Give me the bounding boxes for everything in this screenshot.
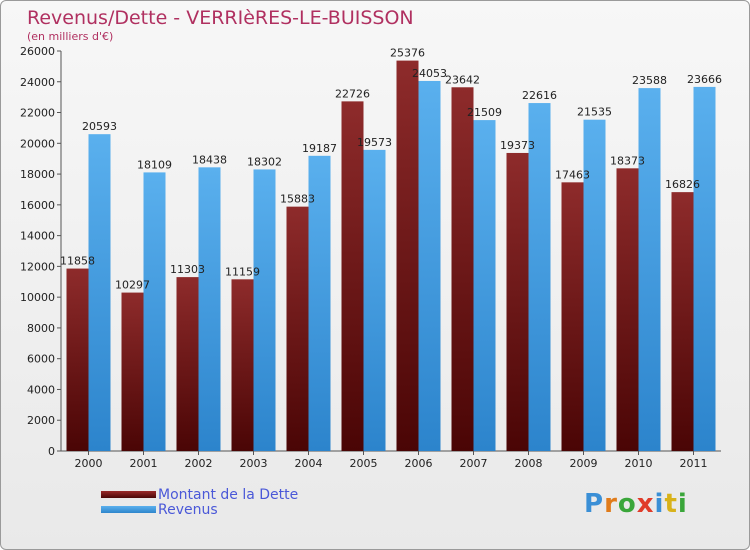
debt-value-label: 16826 xyxy=(665,178,700,191)
x-tick-label: 2005 xyxy=(350,457,378,470)
legend-label-debt: Montant de la Dette xyxy=(158,486,299,503)
y-tick-label: 0 xyxy=(48,445,55,458)
debt-bar xyxy=(66,268,89,451)
y-tick-label: 12000 xyxy=(20,260,55,273)
revenue-value-label: 18302 xyxy=(247,155,282,168)
debt-value-label: 25376 xyxy=(390,47,425,60)
x-tick-label: 2007 xyxy=(460,457,488,470)
debt-bar xyxy=(396,60,419,451)
chart-title: Revenus/Dette - VERRIèRES-LE-BUISSON xyxy=(27,7,414,29)
legend-item-revenue: Revenus xyxy=(101,501,298,518)
revenue-bar xyxy=(363,149,386,451)
x-tick-label: 2011 xyxy=(680,457,708,470)
revenue-value-label: 23588 xyxy=(632,74,667,87)
revenue-bar xyxy=(418,80,441,451)
legend-item-debt: Montant de la Dette xyxy=(101,486,299,503)
revenue-bar xyxy=(473,120,496,451)
revenue-value-label: 21535 xyxy=(577,106,612,119)
x-tick-label: 2000 xyxy=(75,457,103,470)
debt-value-label: 18373 xyxy=(610,154,645,167)
x-tick-label: 2004 xyxy=(295,457,323,470)
revenue-value-label: 22616 xyxy=(522,89,557,102)
logo-letter: i xyxy=(677,489,688,519)
logo-letter: x xyxy=(636,489,655,519)
revenue-value-label: 23666 xyxy=(687,73,722,86)
logo-letter: i xyxy=(654,489,665,519)
revenue-value-label: 24053 xyxy=(412,67,447,80)
revenue-bar xyxy=(198,167,221,452)
debt-bar xyxy=(451,87,474,452)
revenue-value-label: 18109 xyxy=(137,158,172,171)
debt-bar xyxy=(506,152,529,451)
revenue-value-label: 20593 xyxy=(82,120,117,133)
revenue-bar xyxy=(638,88,661,451)
legend-swatch-debt xyxy=(101,491,156,498)
revenue-bar xyxy=(693,86,716,452)
proxiti-logo: Proxiti xyxy=(584,489,688,519)
y-tick-label: 18000 xyxy=(20,168,55,181)
y-tick-label: 14000 xyxy=(20,230,55,243)
y-tick-label: 8000 xyxy=(27,322,55,335)
debt-bar xyxy=(176,277,199,451)
y-tick-label: 20000 xyxy=(20,137,55,150)
x-tick-label: 2009 xyxy=(570,457,598,470)
y-tick-label: 6000 xyxy=(27,353,55,366)
debt-value-label: 11159 xyxy=(225,265,260,278)
x-tick-label: 2003 xyxy=(240,457,268,470)
y-tick-label: 22000 xyxy=(20,107,55,120)
debt-bar xyxy=(671,192,694,451)
logo-letter: t xyxy=(664,489,678,519)
revenue-value-label: 19573 xyxy=(357,136,392,149)
x-tick-label: 2008 xyxy=(515,457,543,470)
revenue-bar xyxy=(253,169,276,451)
y-tick-label: 4000 xyxy=(27,383,55,396)
revenue-bar xyxy=(143,172,166,451)
debt-bar xyxy=(231,279,254,451)
revenue-bar xyxy=(88,134,111,451)
x-tick-label: 2006 xyxy=(405,457,433,470)
y-tick-label: 26000 xyxy=(20,45,55,58)
revenue-bar xyxy=(583,119,606,451)
y-tick-label: 24000 xyxy=(20,76,55,89)
debt-value-label: 15883 xyxy=(280,193,315,206)
debt-value-label: 23642 xyxy=(445,73,480,86)
debt-value-label: 17463 xyxy=(555,168,590,181)
y-tick-label: 2000 xyxy=(27,414,55,427)
debt-value-label: 19373 xyxy=(500,139,535,152)
y-tick-label: 16000 xyxy=(20,199,55,212)
x-tick-label: 2010 xyxy=(625,457,653,470)
legend-label-revenue: Revenus xyxy=(158,501,218,518)
revenue-value-label: 19187 xyxy=(302,142,337,155)
revenue-bar xyxy=(528,103,551,452)
debt-bar xyxy=(286,206,309,451)
legend-swatch-revenue xyxy=(101,506,156,513)
debt-value-label: 10297 xyxy=(115,279,150,292)
revenue-bar xyxy=(308,155,331,452)
debt-value-label: 11303 xyxy=(170,263,205,276)
debt-bar xyxy=(341,101,364,451)
revenue-value-label: 18438 xyxy=(192,153,227,166)
debt-value-label: 11858 xyxy=(60,255,95,268)
chart-subtitle: (en milliers d'€) xyxy=(27,30,114,43)
y-tick-label: 10000 xyxy=(20,291,55,304)
logo-letter: P xyxy=(584,489,605,519)
debt-bar xyxy=(121,292,144,451)
debt-value-label: 22726 xyxy=(335,87,370,100)
logo-letter: o xyxy=(617,489,637,519)
x-tick-label: 2001 xyxy=(130,457,158,470)
x-tick-label: 2002 xyxy=(185,457,213,470)
legend: Montant de la Dette Revenus xyxy=(101,486,299,518)
revenue-value-label: 21509 xyxy=(467,106,502,119)
logo-letter: r xyxy=(604,489,618,519)
debt-bar xyxy=(561,182,584,452)
debt-bar xyxy=(616,168,639,452)
